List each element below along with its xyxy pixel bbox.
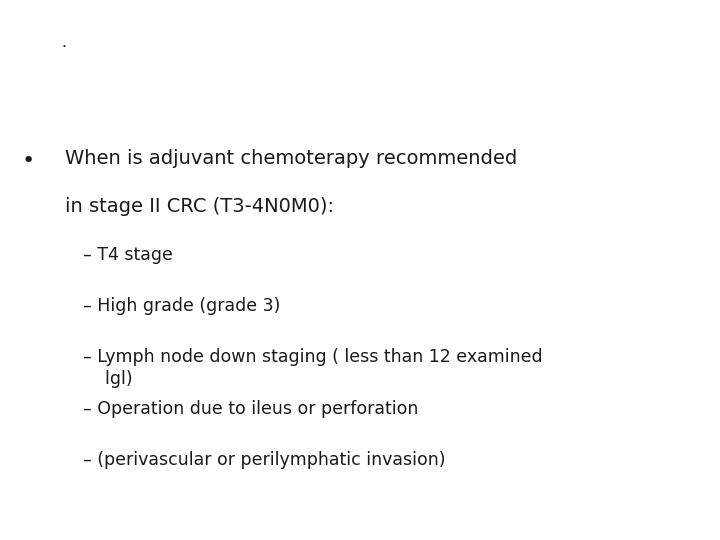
Text: in stage II CRC (T3-4N0M0):: in stage II CRC (T3-4N0M0): — [65, 197, 334, 216]
Text: •: • — [22, 151, 35, 171]
Text: .: . — [61, 35, 66, 50]
Text: – (perivascular or perilymphatic invasion): – (perivascular or perilymphatic invasio… — [83, 451, 445, 469]
Text: – T4 stage: – T4 stage — [83, 246, 173, 264]
Text: – Operation due to ileus or perforation: – Operation due to ileus or perforation — [83, 400, 418, 417]
Text: – High grade (grade 3): – High grade (grade 3) — [83, 297, 280, 315]
Text: – Lymph node down staging ( less than 12 examined
    lgl): – Lymph node down staging ( less than 12… — [83, 348, 542, 388]
Text: When is adjuvant chemoterapy recommended: When is adjuvant chemoterapy recommended — [65, 148, 517, 167]
